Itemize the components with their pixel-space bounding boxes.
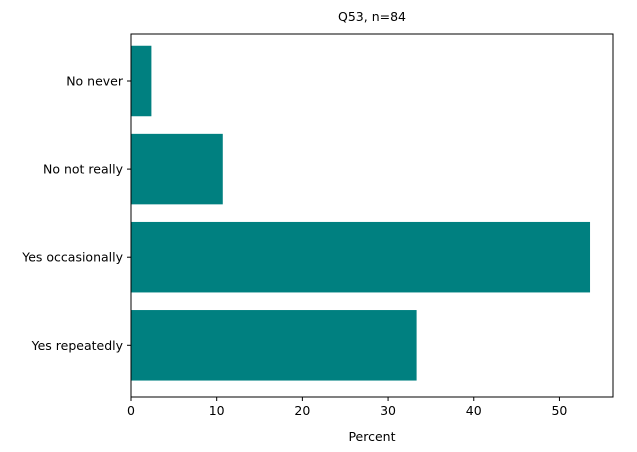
x-tick-label: 30 — [380, 403, 396, 418]
x-tick-label: 10 — [209, 403, 225, 418]
bar-yes-repeatedly — [131, 310, 417, 381]
y-tick-label: No not really — [43, 162, 124, 177]
x-tick-label: 50 — [551, 403, 567, 418]
x-axis-ticks: 0 10 20 30 40 50 — [127, 397, 567, 418]
bars-group — [131, 45, 591, 381]
x-axis-label: Percent — [348, 429, 395, 444]
y-tick-label: No never — [66, 74, 124, 89]
plot-frame — [130, 33, 614, 398]
chart-title: Q53, n=84 — [338, 9, 406, 24]
bar-no-not-really — [131, 133, 223, 205]
x-tick-label: 40 — [466, 403, 482, 418]
y-axis-ticks: No never No not really Yes occasionally Yes… — [21, 74, 131, 353]
x-tick-label: 0 — [127, 403, 135, 418]
y-tick-label: Yes occasionally — [21, 250, 123, 265]
y-tick-label: Yes repeatedly — [31, 338, 124, 353]
bar-no-never — [131, 45, 152, 117]
bar-yes-occasionally — [131, 221, 591, 293]
x-tick-label: 20 — [294, 403, 310, 418]
